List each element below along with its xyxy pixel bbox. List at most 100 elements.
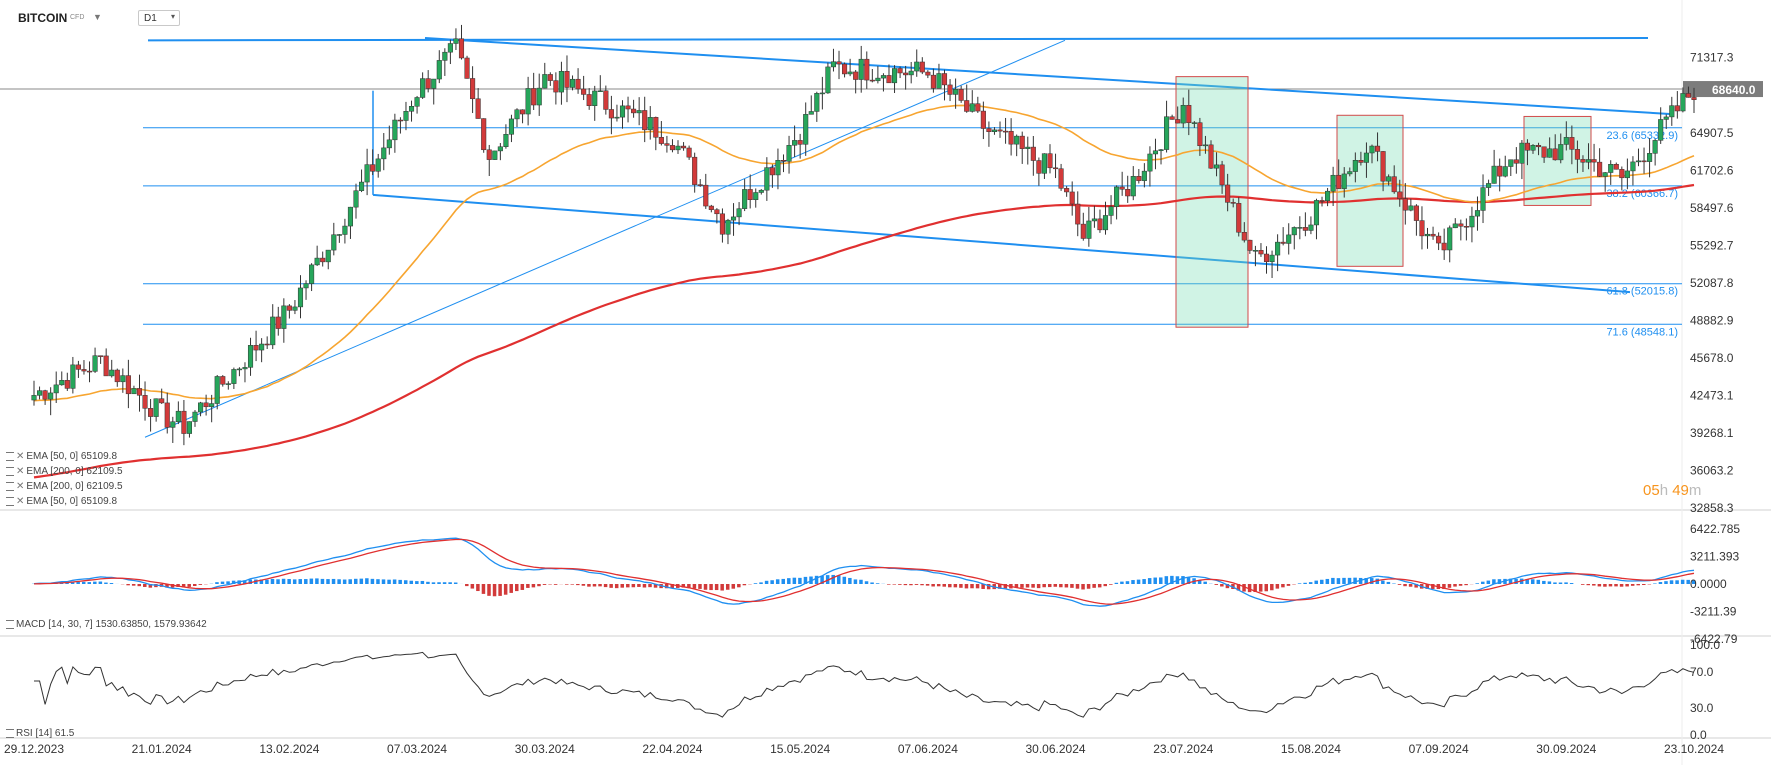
candle <box>1502 155 1508 178</box>
macd-histogram-bar <box>914 584 919 585</box>
indicator-macd[interactable]: MACD [14, 30, 7] 1530.63850, 1579.93642 <box>6 619 207 631</box>
macd-histogram-bar <box>1653 583 1657 584</box>
macd-histogram-bar <box>148 584 153 588</box>
macd-histogram-bar <box>1375 578 1380 584</box>
indicator-ema200[interactable]: ✕ EMA [200, 0] 62109.5 <box>6 466 123 478</box>
close-icon[interactable]: ✕ <box>16 481 25 492</box>
candle <box>803 102 809 156</box>
macd-histogram-bar <box>1181 576 1185 584</box>
candle-body <box>1147 153 1153 172</box>
candle <box>708 204 714 213</box>
candle-body <box>1064 188 1070 193</box>
candle-body <box>753 192 759 200</box>
macd-histogram-bar <box>526 584 530 588</box>
candle <box>86 361 93 383</box>
candle-body <box>941 73 948 86</box>
candle-body <box>381 147 387 160</box>
close-icon[interactable]: ✕ <box>16 451 25 462</box>
macd-histogram-bar <box>1353 577 1357 584</box>
macd-histogram-bar <box>1136 579 1141 584</box>
macd-histogram-bar <box>298 579 302 584</box>
date-tick-label: 15.05.2024 <box>770 742 830 756</box>
candle-body <box>37 390 43 396</box>
candle-body <box>1519 142 1525 164</box>
macd-histogram-bar <box>1281 584 1285 588</box>
candle <box>842 62 848 78</box>
caret-down-icon[interactable]: ▼ <box>93 12 102 22</box>
candle <box>1558 133 1564 164</box>
candle-body <box>1186 105 1192 123</box>
macd-histogram-bar <box>964 584 969 589</box>
macd-histogram-bar <box>798 577 802 584</box>
candle <box>1352 152 1358 183</box>
candle <box>686 145 692 160</box>
macd-histogram-bar <box>1397 584 1402 585</box>
candle-body <box>553 80 559 93</box>
indicator-ema200-b[interactable]: ✕ EMA [200, 0] 62109.5 <box>6 481 123 493</box>
candle <box>253 330 259 362</box>
candle-body <box>292 306 298 311</box>
candle <box>780 154 787 173</box>
candle <box>1447 225 1453 263</box>
candle <box>1230 198 1236 208</box>
candle-body <box>608 109 614 119</box>
candle <box>564 55 570 103</box>
close-icon[interactable]: ✕ <box>16 466 25 477</box>
macd-histogram-bar <box>1492 579 1496 584</box>
timeframe-select[interactable]: D1 ▾ <box>138 10 180 26</box>
macd-histogram-bar <box>193 584 197 587</box>
macd-histogram-bar <box>1253 584 1257 593</box>
close-icon[interactable]: ✕ <box>16 496 25 507</box>
indicator-ema50-b[interactable]: ✕ EMA [50, 0] 65109.8 <box>6 496 117 508</box>
macd-histogram-bar <box>1558 582 1563 584</box>
candle-body <box>1413 205 1419 221</box>
candle-body <box>1197 122 1203 147</box>
chart-header: BITCOIN CFD ▼ D1 ▾ <box>0 0 600 34</box>
candle <box>203 394 209 416</box>
candle-body <box>142 395 148 409</box>
candle-body <box>1685 93 1691 98</box>
candle-body <box>703 184 709 207</box>
macd-histogram-bar <box>1692 580 1696 584</box>
settings-icon[interactable] <box>6 619 14 629</box>
settings-icon[interactable] <box>6 496 14 506</box>
macd-histogram-bar <box>1131 580 1135 584</box>
candle <box>453 28 459 50</box>
macd-histogram-bar <box>603 584 608 588</box>
candle <box>325 249 331 270</box>
candle-body <box>686 147 692 158</box>
settings-icon[interactable] <box>6 728 14 738</box>
indicator-ema50[interactable]: ✕ EMA [50, 0] 65109.8 <box>6 451 117 463</box>
candle-body <box>303 283 309 289</box>
symbol-name[interactable]: BITCOIN <box>18 11 68 25</box>
candle-body <box>1119 186 1125 190</box>
candle-body <box>869 79 875 82</box>
candle-body <box>386 139 392 149</box>
candle <box>858 45 864 93</box>
settings-icon[interactable] <box>6 466 14 476</box>
candle-body <box>858 58 864 80</box>
macd-histogram-bar <box>1508 578 1513 584</box>
candle <box>1430 226 1436 240</box>
candle <box>1147 146 1153 187</box>
candle <box>181 400 187 446</box>
date-tick-label: 07.03.2024 <box>387 742 447 756</box>
macd-histogram-bar <box>753 583 758 584</box>
macd-histogram-bar <box>1070 584 1074 588</box>
candle-body <box>1624 170 1630 179</box>
indicator-rsi[interactable]: RSI [14] 61.5 <box>6 728 74 740</box>
settings-icon[interactable] <box>6 481 14 491</box>
candle <box>170 416 176 443</box>
macd-histogram-bar <box>1031 584 1035 588</box>
candles <box>31 24 1697 446</box>
candle-body <box>1225 184 1231 203</box>
candle <box>159 388 165 404</box>
macd-histogram-bar <box>1225 584 1230 589</box>
settings-icon[interactable] <box>6 451 14 461</box>
candle <box>1069 181 1075 216</box>
candle <box>1202 135 1208 154</box>
candle-body <box>1541 146 1547 158</box>
candle-body <box>247 345 254 368</box>
chevron-down-icon: ▾ <box>170 12 175 21</box>
